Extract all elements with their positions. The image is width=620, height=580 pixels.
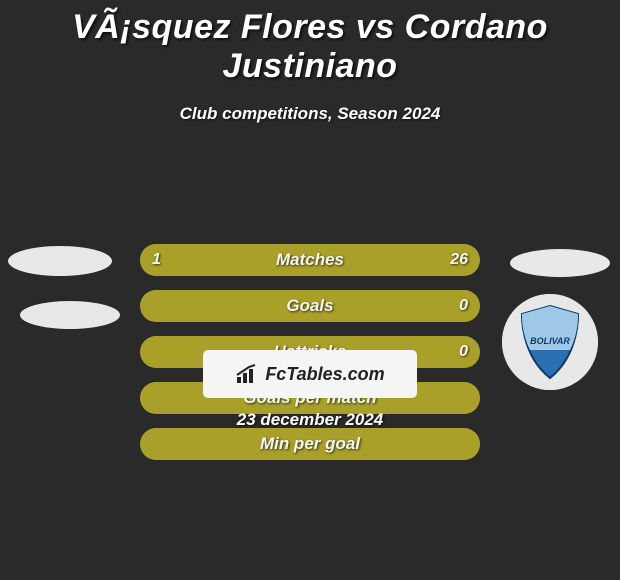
stat-value-right: 26 [450,244,468,276]
stat-label: Goals [140,290,480,322]
stat-row: Matches1 26 [140,244,480,276]
stat-value-right: 0 [459,290,468,322]
player-right-photo-placeholder [510,249,610,277]
player-left-photo-placeholder [8,246,112,276]
stat-label: Matches [140,244,480,276]
branding-text: FcTables.com [265,364,384,385]
stat-row: Min per goal [140,428,480,460]
crest-icon: BOLIVAR [502,294,598,390]
stat-row: Goals0 [140,290,480,322]
page-subtitle: Club competitions, Season 2024 [0,104,620,124]
club-left-photo-placeholder [20,301,120,329]
date-text: 23 december 2024 [0,410,620,430]
bar-chart-icon [235,363,259,385]
stat-value-right: 0 [459,336,468,368]
branding-badge: FcTables.com [203,350,417,398]
stat-label: Min per goal [140,428,480,460]
page-title: VÃ¡squez Flores vs Cordano Justiniano [0,0,620,86]
stat-value-left: 1 [152,244,161,276]
crest-text: BOLIVAR [530,336,570,346]
club-right-crest: BOLIVAR [502,294,598,390]
